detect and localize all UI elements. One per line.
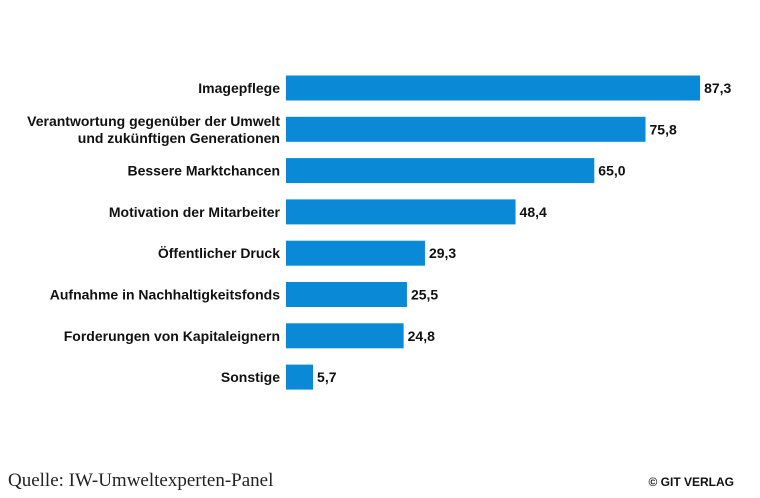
value-label: 65,0: [598, 163, 625, 179]
bar: [286, 199, 516, 225]
publisher-credit: © GIT VERLAG: [648, 475, 734, 489]
category-label: Forderungen von Kapitaleignern: [64, 328, 280, 344]
category-label: Aufnahme in Nachhaltigkeitsfonds: [50, 287, 280, 303]
value-label: 25,5: [411, 287, 438, 303]
value-label: 29,3: [429, 245, 456, 261]
category-label: Verantwortung gegenüber der Umwelt und zu…: [27, 113, 280, 146]
category-label: Sonstige: [221, 369, 280, 385]
category-label: Bessere Marktchancen: [127, 163, 280, 179]
bar-chart: 87,3 Imagepflege 75,8 Verantwortung gegenüb…: [27, 75, 732, 390]
category-label: Öffentlicher Druck: [158, 245, 280, 261]
bar: [286, 364, 314, 390]
value-label: 75,8: [650, 121, 677, 137]
category-label: Motivation der Mitarbeiter: [109, 204, 281, 220]
value-label: 5,7: [317, 369, 337, 385]
value-label: 48,4: [520, 204, 547, 220]
bar: [286, 116, 646, 142]
source-note: Quelle: IW-Umweltexperten-Panel: [8, 470, 274, 491]
value-label: 24,8: [408, 328, 435, 344]
bar: [286, 323, 404, 349]
bar: [286, 282, 407, 307]
value-label: 87,3: [704, 80, 731, 96]
bar: [286, 75, 701, 101]
bar: [286, 158, 595, 184]
bar: [286, 240, 425, 266]
category-label: Imagepflege: [198, 80, 280, 96]
